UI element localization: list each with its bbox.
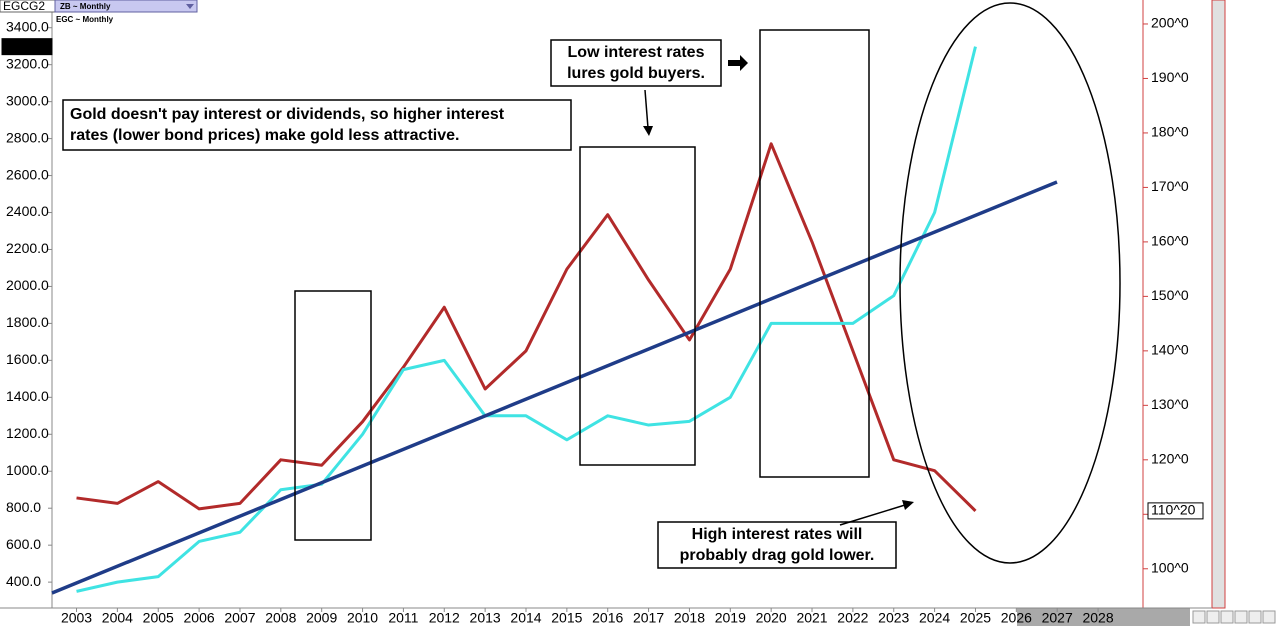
y-tick-label: 3400.0: [6, 18, 49, 34]
y-tick-label: 800.0: [6, 499, 41, 515]
nav-button[interactable]: [1262, 610, 1276, 624]
x-tick-label: 2011: [388, 610, 418, 626]
highlight-box: [759, 29, 870, 478]
y-tick-label: 2000.0: [6, 277, 49, 293]
x-tick-label: 2027: [1042, 610, 1073, 626]
annotation-box: [657, 521, 897, 569]
trend-line: [51, 180, 1058, 595]
annotation-box: [62, 99, 572, 151]
y-tick-label: 1800.0: [6, 314, 49, 330]
series-dropdown[interactable]: [54, 0, 198, 13]
x-tick-label: 2012: [429, 610, 460, 626]
y2-tick-label: 130^0: [1151, 396, 1189, 412]
x-tick-label: 2016: [592, 610, 623, 626]
series-line: [76, 142, 977, 512]
arrow: [644, 89, 649, 129]
last-value-label: 110^20: [1151, 502, 1196, 518]
x-tick-label: 2003: [61, 610, 92, 626]
arrow-head: [902, 500, 914, 510]
last-value-label: 3297.6: [5, 37, 48, 53]
future-band: [1017, 608, 1190, 626]
x-tick-label: 2010: [347, 610, 378, 626]
annotation: Low interest rates: [568, 44, 705, 61]
last-value-box: [1, 38, 53, 56]
x-tick-label: 2009: [306, 610, 337, 626]
x-tick-label: 2018: [674, 610, 705, 626]
highlight-box: [579, 146, 696, 466]
arrow-head: [643, 126, 653, 136]
x-tick-label: 2019: [715, 610, 746, 626]
x-tick-label: 2022: [837, 610, 868, 626]
legend-entry: ZB ~ Monthly: [60, 2, 111, 11]
annotation: lures gold buyers.: [567, 65, 705, 82]
nav-button[interactable]: [1234, 610, 1248, 624]
nav-button[interactable]: [1206, 610, 1220, 624]
nav-button[interactable]: [1192, 610, 1206, 624]
y-tick-label: 2200.0: [6, 240, 49, 256]
x-tick-label: 2025: [960, 610, 991, 626]
annotation: rates (lower bond prices) make gold less…: [70, 127, 459, 144]
annotation-box: [550, 39, 722, 87]
y-tick-label: 2800.0: [6, 129, 49, 145]
y2-tick-label: 100^0: [1151, 559, 1189, 575]
nav-button[interactable]: [1220, 610, 1234, 624]
x-tick-label: 2020: [756, 610, 787, 626]
legend-entry: EGC ~ Monthly: [56, 15, 114, 24]
y2-tick-label: 200^0: [1151, 15, 1189, 31]
annotation: probably drag gold lower.: [680, 547, 875, 564]
y-tick-label: 1400.0: [6, 388, 49, 404]
x-tick-label: 2017: [633, 610, 664, 626]
annotation: Gold doesn't pay interest or dividends, …: [70, 106, 505, 123]
y-tick-label: 2400.0: [6, 203, 49, 219]
arrow: [728, 55, 748, 71]
y-tick-label: 2600.0: [6, 166, 49, 182]
dropdown-arrow[interactable]: [186, 4, 194, 9]
nav-buttons: [1192, 610, 1276, 624]
y2-tick-label: 180^0: [1151, 124, 1189, 140]
x-tick-label: 2026: [1001, 610, 1032, 626]
y-tick-label: 1000.0: [6, 462, 49, 478]
side-panel: [1211, 0, 1226, 609]
x-tick-label: 2015: [551, 610, 582, 626]
y-tick-label: 600.0: [6, 536, 41, 552]
last-value-box: [1147, 502, 1204, 520]
x-tick-label: 2023: [878, 610, 909, 626]
symbol: EGCG2: [3, 0, 45, 13]
x-tick-label: 2007: [224, 610, 255, 626]
y2-tick-label: 160^0: [1151, 233, 1189, 249]
y2-tick-label: 170^0: [1151, 178, 1189, 194]
y-tick-label: 1600.0: [6, 351, 49, 367]
y-tick-label: 3000.0: [6, 92, 49, 108]
x-tick-label: 2004: [102, 610, 133, 626]
y2-tick-label: 140^0: [1151, 342, 1189, 358]
series-line: [76, 46, 977, 593]
y-tick-label: 400.0: [6, 573, 41, 589]
x-tick-label: 2021: [796, 610, 827, 626]
arrow: [839, 504, 906, 526]
nav-button[interactable]: [1248, 610, 1262, 624]
x-tick-label: 2006: [184, 610, 215, 626]
y2-tick-label: 120^0: [1151, 451, 1189, 467]
x-tick-label: 2005: [143, 610, 174, 626]
y-tick-label: 3200.0: [6, 55, 49, 71]
x-tick-label: 2014: [510, 610, 541, 626]
y-tick-label: 1200.0: [6, 425, 49, 441]
highlight-ellipse: [899, 2, 1121, 564]
x-tick-label: 2028: [1082, 610, 1113, 626]
highlight-box: [294, 290, 372, 541]
x-tick-label: 2008: [265, 610, 296, 626]
x-tick-label: 2013: [470, 610, 501, 626]
y2-tick-label: 190^0: [1151, 69, 1189, 85]
x-tick-label: 2024: [919, 610, 950, 626]
annotation: High interest rates will: [692, 526, 863, 543]
y2-tick-label: 150^0: [1151, 287, 1189, 303]
